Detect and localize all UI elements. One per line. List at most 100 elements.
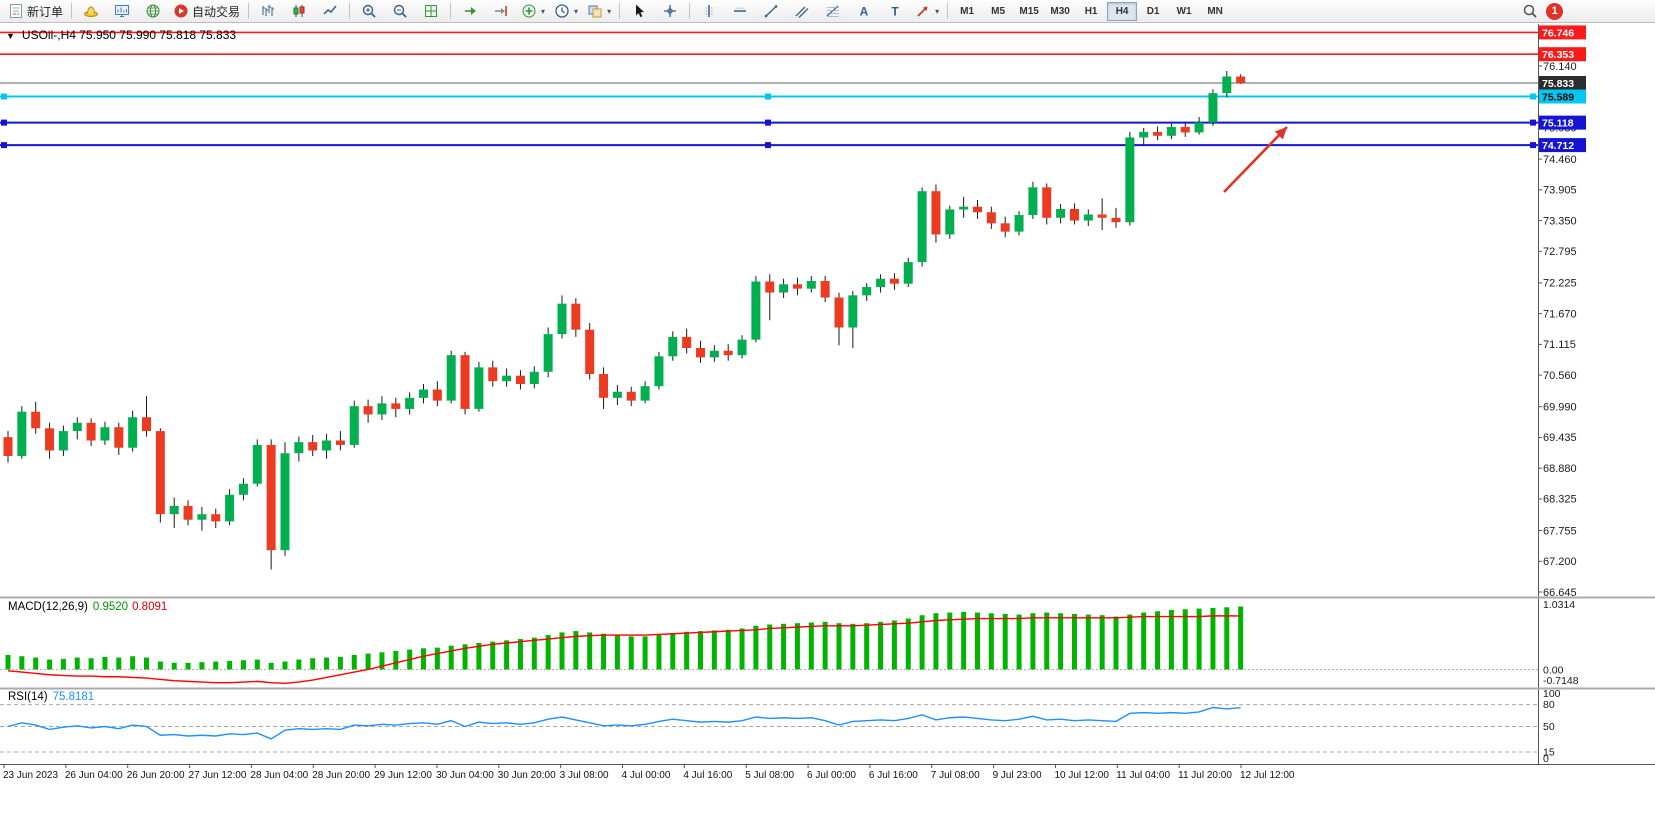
macd-bar: [1113, 616, 1119, 670]
cursor-button[interactable]: [624, 0, 654, 22]
rsi-indicator-label: RSI(14) 75.8181: [8, 691, 94, 703]
new-order-button[interactable]: 新订单: [4, 0, 67, 22]
svg-text:9 Jul 23:00: 9 Jul 23:00: [993, 770, 1042, 781]
candle-body: [349, 406, 359, 445]
indicators-button[interactable]: ▾: [517, 0, 549, 22]
timeframe-button-H4[interactable]: H4: [1107, 1, 1138, 21]
candle-body: [585, 329, 595, 375]
vline-icon: [705, 5, 713, 17]
macd-bar: [1099, 615, 1105, 670]
periods-button[interactable]: ▾: [550, 0, 582, 22]
candle-body: [128, 417, 138, 448]
vertical-line-button[interactable]: [694, 0, 724, 22]
macd-indicator-label: MACD(12,26,9) 0.9520 0.8091: [8, 601, 167, 613]
profiles-button[interactable]: [76, 0, 106, 22]
candle-body: [543, 334, 553, 372]
horizontal-lines: [0, 31, 1538, 149]
svg-text:7 Jul 08:00: 7 Jul 08:00: [931, 770, 980, 781]
svg-text:71.670: 71.670: [1543, 308, 1577, 320]
toolbar-separator: [71, 3, 73, 19]
text-button[interactable]: A: [849, 0, 879, 22]
autotrading-button[interactable]: 自动交易: [169, 0, 244, 22]
globe-icon: [146, 4, 160, 18]
candle-body: [862, 287, 872, 296]
hline-handle[interactable]: [1, 93, 7, 100]
timeframe-button-M1[interactable]: M1: [960, 5, 975, 17]
hline-handle[interactable]: [765, 142, 771, 149]
text-label-button[interactable]: T: [880, 0, 910, 22]
svg-text:28 Jun 20:00: 28 Jun 20:00: [312, 770, 370, 781]
arrow-annotation[interactable]: [1223, 126, 1288, 193]
timeframe-button-W1[interactable]: W1: [1176, 5, 1192, 17]
timeframe-button-H1[interactable]: H1: [1084, 5, 1098, 17]
macd-bar: [185, 662, 191, 670]
chart-shift-button[interactable]: [486, 0, 516, 22]
hline-handle[interactable]: [1530, 93, 1536, 100]
svg-text:30 Jun 20:00: 30 Jun 20:00: [498, 770, 556, 781]
new-order-label: 新订单: [27, 4, 64, 19]
hline-handle[interactable]: [1530, 119, 1536, 126]
templates-button[interactable]: ▾: [583, 0, 615, 22]
linechart-icon: [323, 5, 337, 15]
svg-text:3 Jul 08:00: 3 Jul 08:00: [560, 770, 609, 781]
toolbar: 新订单 自动交易 ▾ ▾ ▾ A T ▾ M1 M5 M15 M30 H1 H4 D1 W1 MN 1: [0, 0, 1655, 23]
candles-chart-button[interactable]: [284, 0, 314, 22]
horizontal-line-button[interactable]: [725, 0, 755, 22]
line-chart-button[interactable]: [315, 0, 345, 22]
one-click-collapse-icon[interactable]: ▼: [6, 31, 15, 41]
auto-scroll-button[interactable]: [455, 0, 485, 22]
candle-body: [1069, 208, 1079, 221]
timeframe-button-M15[interactable]: M15: [1019, 5, 1039, 17]
navigator-button[interactable]: [138, 0, 168, 22]
candle-body: [405, 397, 415, 409]
candle-body: [1111, 217, 1121, 223]
candle-body: [1236, 76, 1246, 84]
timeframe-button-M30[interactable]: M30: [1050, 5, 1070, 17]
crosshair-button[interactable]: [655, 0, 685, 22]
search-button[interactable]: [1515, 0, 1545, 22]
macd-bar: [781, 623, 787, 670]
hline-handle[interactable]: [1, 119, 7, 126]
hline-handle[interactable]: [1530, 142, 1536, 149]
macd-bar: [1127, 614, 1133, 670]
market-watch-button[interactable]: [107, 0, 137, 22]
hline-handle[interactable]: [765, 93, 771, 100]
hat-icon: [84, 6, 99, 17]
trendline-button[interactable]: [756, 0, 786, 22]
macd-bar: [365, 653, 371, 670]
arrows-button[interactable]: ▾: [911, 0, 943, 22]
timeframe-button-MN[interactable]: MN: [1207, 5, 1223, 17]
time-axis[interactable]: 23 Jun 2023 26 Jun 04:00 26 Jun 20:00 27 Ju…: [3, 764, 1295, 781]
candle-body: [737, 339, 747, 356]
price-tag: [1539, 89, 1586, 104]
hline-handle[interactable]: [1, 142, 7, 149]
notification-badge[interactable]: 1: [1546, 2, 1563, 20]
equidistant-channel-button[interactable]: [787, 0, 817, 22]
candle-body: [1180, 126, 1190, 133]
arrow-icon: [917, 6, 928, 17]
macd-bar: [601, 633, 607, 670]
timeframe-button-D1[interactable]: D1: [1146, 5, 1160, 17]
candle-body: [183, 505, 193, 520]
macd-bar: [5, 654, 11, 670]
tile-windows-button[interactable]: [416, 0, 446, 22]
hline-handle[interactable]: [765, 119, 771, 126]
price-tag: [1539, 25, 1586, 40]
candle-body: [363, 406, 373, 415]
bars-chart-button[interactable]: [253, 0, 283, 22]
zoomin-icon: [362, 4, 376, 18]
fibonacci-button[interactable]: [818, 0, 848, 22]
candles-icon: [293, 5, 305, 17]
candle-body: [792, 284, 802, 289]
macd-panel[interactable]: 1.0314 0.00-0.7148: [0, 599, 1579, 687]
zoom-in-button[interactable]: [354, 0, 384, 22]
zoomout-icon: [393, 4, 407, 18]
candles[interactable]: [3, 70, 1246, 570]
timeframe-button-M5[interactable]: M5: [991, 5, 1006, 17]
candle-body: [959, 206, 969, 210]
zoom-out-button[interactable]: [385, 0, 415, 22]
candle-body: [571, 303, 581, 330]
chart-title: ▼ USOil-,H4 75.950 75.990 75.818 75.833: [6, 28, 236, 42]
